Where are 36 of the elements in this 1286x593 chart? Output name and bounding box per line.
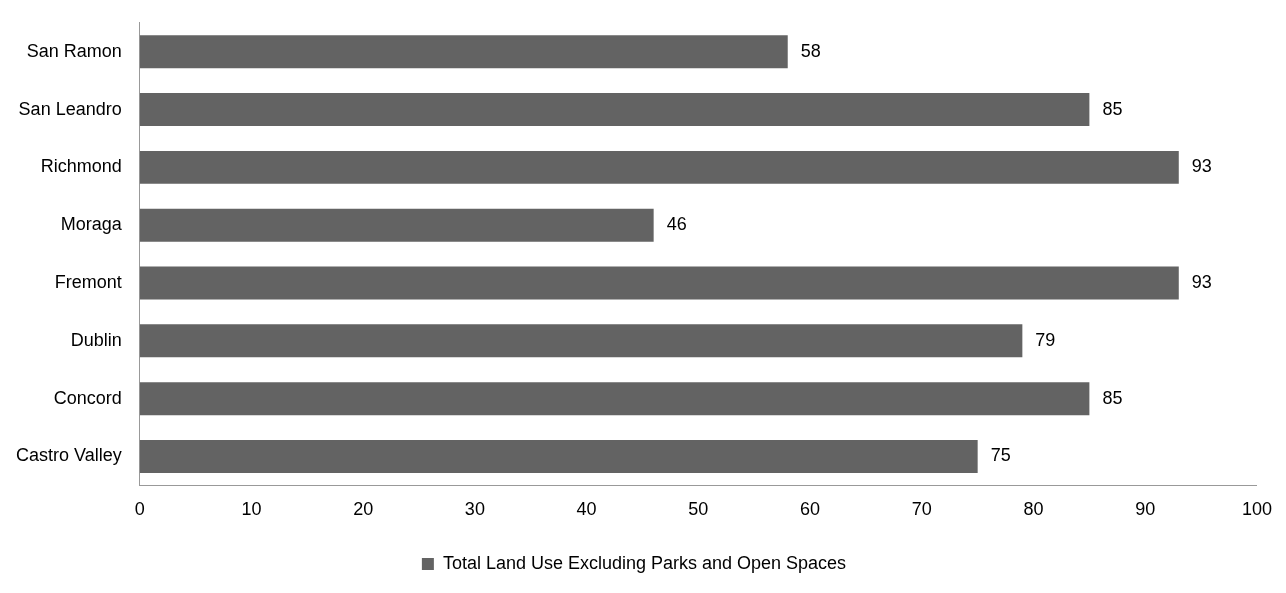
data-label: 85 [1102, 387, 1123, 408]
y-tick-label: San Leandro [18, 98, 122, 119]
x-tick-label: 50 [688, 499, 709, 520]
x-tick-label: 80 [1023, 499, 1044, 520]
bar [139, 93, 1090, 127]
x-tick-label: 0 [134, 499, 145, 520]
data-label: 75 [990, 445, 1011, 466]
legend-label: Total Land Use Excluding Parks and Open Spaces [442, 552, 847, 573]
data-label: 93 [1191, 156, 1212, 177]
x-tick-label: 70 [911, 499, 932, 520]
bar [139, 324, 1023, 358]
x-tick-label: 40 [576, 499, 597, 520]
bar [139, 35, 788, 69]
bar [139, 266, 1179, 300]
data-label: 58 [800, 40, 821, 61]
x-tick-label: 100 [1241, 499, 1273, 520]
x-tick-label: 60 [800, 499, 821, 520]
y-tick-label: Richmond [40, 156, 122, 177]
y-tick-label: Castro Valley [15, 445, 122, 466]
y-tick-label: Dublin [70, 329, 122, 350]
data-label: 85 [1102, 98, 1123, 119]
y-tick-label: Concord [53, 387, 122, 408]
x-tick-label: 10 [241, 499, 262, 520]
x-tick-label: 90 [1135, 499, 1156, 520]
y-tick-label: Moraga [60, 214, 123, 235]
bar [139, 382, 1090, 416]
x-tick-label: 30 [464, 499, 485, 520]
bar [139, 150, 1179, 184]
bar [139, 440, 978, 473]
y-tick-label: San Ramon [26, 40, 122, 61]
data-label: 93 [1191, 271, 1212, 292]
x-tick-label: 20 [353, 499, 374, 520]
data-label: 46 [666, 214, 687, 235]
bar [139, 208, 654, 242]
data-label: 79 [1035, 329, 1056, 350]
y-tick-label: Fremont [54, 271, 122, 292]
